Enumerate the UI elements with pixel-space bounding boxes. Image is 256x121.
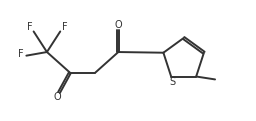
Text: O: O [114,20,122,30]
Text: F: F [27,22,33,32]
Text: O: O [53,92,61,102]
Text: S: S [169,77,175,87]
Text: F: F [62,22,67,32]
Text: F: F [18,49,24,59]
